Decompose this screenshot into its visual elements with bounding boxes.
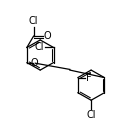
Text: Cl: Cl: [35, 42, 44, 53]
Text: O: O: [30, 58, 38, 68]
Text: F: F: [86, 73, 92, 83]
Text: Cl: Cl: [86, 110, 96, 120]
Text: Cl: Cl: [29, 16, 38, 26]
Text: O: O: [44, 31, 51, 41]
